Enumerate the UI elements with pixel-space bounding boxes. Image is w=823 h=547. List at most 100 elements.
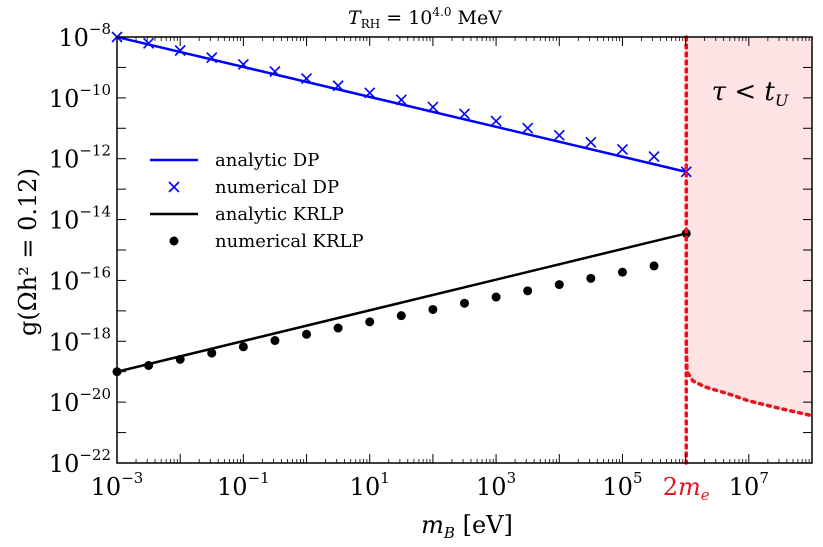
region-label-op: < (726, 77, 764, 107)
series-marker-x-1-13 (522, 122, 534, 134)
series-line-2 (116, 232, 687, 373)
series-layer (111, 31, 692, 377)
y-tick-label-6: 10−20 (49, 385, 111, 417)
x-tick-label-2: 101 (350, 469, 390, 501)
series-marker-dot-3-10 (428, 304, 438, 314)
x-tick-exp: −1 (248, 469, 270, 487)
title-mid: = 10 (380, 7, 432, 29)
series-marker-dot-3-9 (396, 311, 406, 321)
threshold-label-num: 2 (663, 473, 678, 501)
series-marker-dot-3-17 (649, 261, 659, 271)
x-tick-label-5: 107 (729, 469, 769, 501)
x-tick-base: 10 (217, 473, 248, 501)
y-tick-base: 10 (49, 85, 80, 113)
series-line-0 (116, 35, 687, 174)
series-marker-dot-3-5 (270, 336, 280, 346)
region-label-var2: t (764, 77, 775, 107)
y-tick-exp: −12 (79, 142, 111, 160)
y-tick-label-1: 10−10 (49, 81, 111, 113)
y-tick-base: 10 (49, 207, 80, 235)
x-tick-base: 10 (476, 473, 507, 501)
series-marker-x-1-2 (174, 44, 186, 57)
series-marker-x-1-5 (269, 66, 281, 78)
y-tick-label-2: 10−12 (49, 142, 111, 174)
series-marker-x-1-17 (648, 150, 660, 163)
series-marker-dot-3-3 (207, 348, 217, 358)
title-sup: 4.0 (432, 5, 451, 19)
series-marker-dot-3-16 (617, 267, 627, 277)
series-marker-x-1-3 (206, 52, 218, 64)
y-tick-base: 10 (49, 450, 80, 478)
x-tick-label-3: 103 (476, 469, 516, 501)
series-marker-dot-3-8 (365, 317, 375, 327)
threshold-label: 2me (663, 473, 710, 504)
x-tick-label-0: 10−3 (91, 469, 144, 501)
x-tick-exp: 1 (380, 469, 390, 487)
xlabel-var: m (421, 511, 444, 539)
series-marker-x-1-15 (585, 136, 597, 148)
y-tick-base: 10 (49, 328, 80, 356)
series-marker-dot-3-4 (238, 342, 248, 352)
x-tick-exp: 5 (633, 469, 643, 487)
xlabel-unit: [eV] (455, 511, 513, 539)
series-marker-x-1-6 (300, 73, 313, 85)
y-tick-exp: −8 (89, 20, 111, 38)
legend-swatch-dot-3 (169, 236, 179, 246)
y-tick-base: 10 (49, 267, 80, 295)
y-tick-label-7: 10−22 (49, 446, 111, 478)
y-tick-base: 10 (49, 389, 80, 417)
series-marker-x-1-14 (553, 129, 565, 141)
series-marker-dot-3-15 (586, 273, 596, 283)
series-marker-x-1-7 (332, 80, 344, 92)
series-marker-dot-3-7 (333, 323, 343, 333)
y-tick-exp: −20 (79, 385, 111, 403)
y-axis-title: g(Ωh² = 0.12) (14, 168, 42, 336)
chart-title: TRH = 104.0 MeV (348, 5, 502, 31)
threshold-label-var: m (678, 473, 701, 501)
legend: analytic DP numerical DP analytic KRLP nume… (150, 150, 364, 252)
y-tick-label-0: 10−8 (58, 20, 111, 52)
series-marker-dot-3-11 (459, 298, 469, 308)
series-marker-x-1-10 (427, 101, 439, 113)
series-marker-dot-3-2 (175, 354, 185, 364)
title-sub: RH (361, 17, 381, 31)
ticks-layer: 10−3 10−1 101 103 105 10710−810−1010−1210−141… (49, 20, 813, 504)
x-tick-base: 10 (602, 473, 633, 501)
series-marker-x-1-1 (143, 37, 155, 49)
y-tick-base: 10 (58, 24, 89, 52)
x-tick-base: 10 (91, 473, 122, 501)
x-tick-exp: 7 (759, 469, 769, 487)
series-marker-dot-3-1 (144, 361, 154, 371)
y-tick-exp: −10 (79, 81, 111, 99)
series-marker-x-1-4 (237, 58, 249, 71)
title-base: T (348, 7, 362, 29)
y-tick-label-4: 10−16 (49, 263, 111, 295)
series-marker-x-1-9 (395, 94, 407, 106)
series-marker-dot-3-13 (523, 286, 533, 296)
region-label-var: τ (712, 77, 727, 107)
legend-label-3: numerical KRLP (215, 231, 364, 252)
legend-label-2: analytic KRLP (215, 204, 344, 225)
region-label: τ < tU (712, 77, 789, 110)
xlabel-sub: B (443, 524, 455, 542)
y-tick-label-5: 10−18 (49, 324, 111, 356)
series-marker-x-1-16 (616, 143, 629, 155)
x-tick-label-4: 105 (602, 469, 642, 501)
legend-swatch-x-1 (168, 181, 180, 193)
x-tick-exp: 3 (507, 469, 517, 487)
threshold-label-sub: e (701, 486, 710, 504)
y-tick-label-3: 10−14 (49, 203, 111, 235)
title-unit: MeV (452, 7, 503, 29)
x-axis-title: mB [eV] (421, 511, 513, 542)
y-tick-base: 10 (49, 146, 80, 174)
y-tick-exp: −16 (79, 263, 111, 281)
legend-label-1: numerical DP (215, 177, 339, 198)
region-label-sub: U (775, 91, 789, 110)
series-marker-dot-3-14 (554, 280, 564, 290)
x-tick-label-1: 10−1 (217, 469, 270, 501)
series-marker-x-1-8 (364, 87, 376, 99)
x-tick-base: 10 (729, 473, 760, 501)
series-marker-x-1-11 (458, 108, 471, 120)
series-marker-dot-3-12 (491, 292, 501, 302)
region-shade (686, 37, 812, 416)
